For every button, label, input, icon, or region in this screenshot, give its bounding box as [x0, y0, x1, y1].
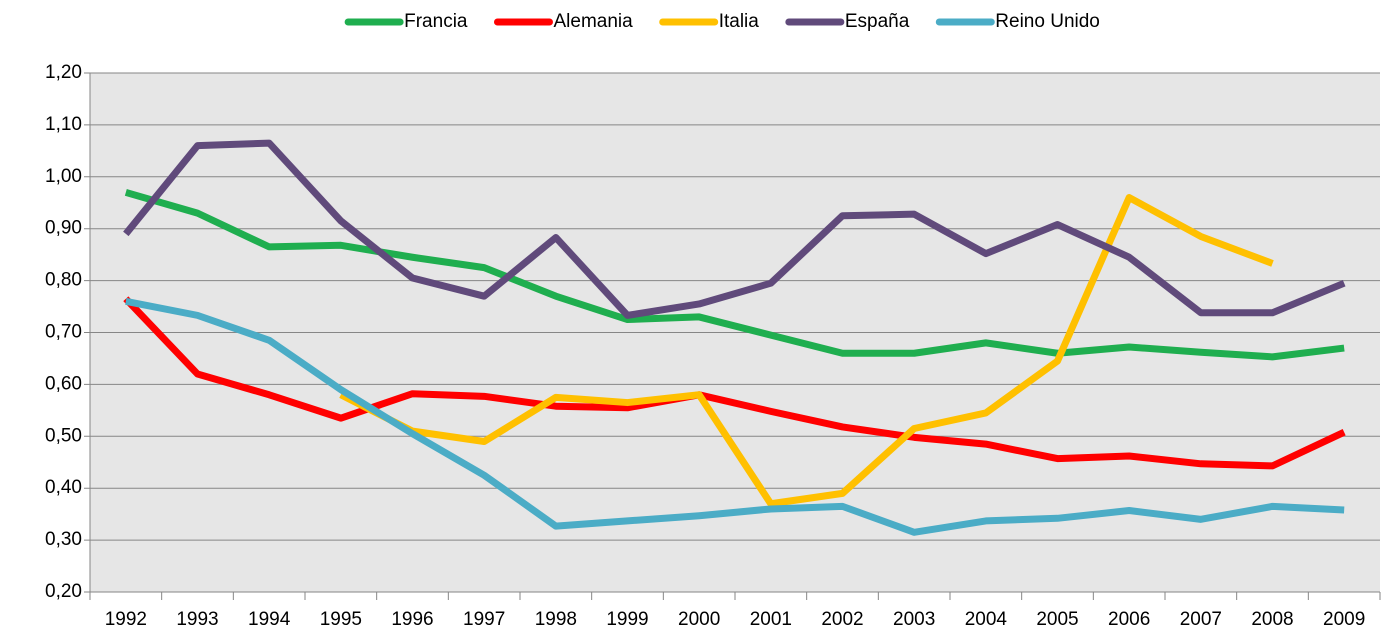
y-tick-label: 0,70: [45, 322, 82, 343]
legend-label: Francia: [404, 11, 468, 32]
legend-label: Italia: [719, 11, 760, 32]
y-tick-label: 1,10: [45, 114, 82, 135]
x-tick-label: 2005: [1036, 609, 1078, 630]
legend-label: Reino Unido: [995, 11, 1100, 32]
x-tick-label: 2002: [821, 609, 863, 630]
y-tick-label: 0,80: [45, 270, 82, 291]
y-tick-label: 1,20: [45, 62, 82, 83]
series-line: [339, 194, 1274, 508]
y-tick-label: 0,60: [45, 373, 82, 394]
x-tick-label: 1996: [391, 609, 433, 630]
x-tick-label: 2006: [1108, 609, 1150, 630]
x-tick-label: 1998: [535, 609, 577, 630]
x-tick-label: 2008: [1251, 609, 1293, 630]
y-tick-label: 0,90: [45, 218, 82, 239]
x-tick-label: 2007: [1180, 609, 1222, 630]
x-tick-label: 2003: [893, 609, 935, 630]
y-tick-label: 0,20: [45, 581, 82, 602]
series-line: [125, 297, 1345, 536]
y-tick-label: 1,00: [45, 166, 82, 187]
series-line: [124, 189, 1345, 361]
legend-label: España: [845, 11, 910, 32]
x-tick-label: 1993: [176, 609, 218, 630]
y-tick-label: 0,30: [45, 529, 82, 550]
y-tick-label: 0,50: [45, 425, 82, 446]
x-tick-label: 1997: [463, 609, 505, 630]
series-line: [123, 296, 1346, 470]
series-line: [123, 139, 1346, 319]
x-tick-label: 2001: [750, 609, 792, 630]
legend-label: Alemania: [553, 11, 633, 32]
x-tick-label: 1995: [320, 609, 362, 630]
x-tick-label: 2000: [678, 609, 720, 630]
x-tick-label: 1994: [248, 609, 291, 630]
y-tick-label: 0,40: [45, 477, 82, 498]
x-tick-label: 2009: [1323, 609, 1365, 630]
x-tick-label: 1992: [105, 609, 147, 630]
x-tick-label: 1999: [606, 609, 648, 630]
x-tick-label: 2004: [965, 609, 1008, 630]
